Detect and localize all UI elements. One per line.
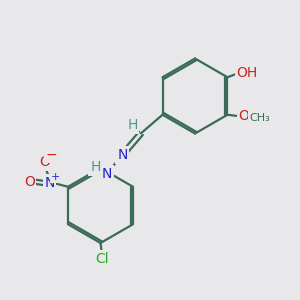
Text: −: − (45, 148, 57, 162)
Text: OH: OH (236, 66, 258, 80)
Text: O: O (24, 175, 35, 189)
Text: CH₃: CH₃ (249, 113, 270, 123)
Text: O: O (40, 155, 50, 169)
Text: O: O (238, 109, 249, 123)
Text: H: H (90, 160, 101, 174)
Text: Cl: Cl (95, 252, 109, 266)
Text: +: + (51, 172, 60, 182)
Text: N: N (44, 176, 55, 190)
Text: N: N (117, 148, 128, 162)
Text: H: H (127, 118, 138, 132)
Text: N: N (101, 167, 112, 181)
